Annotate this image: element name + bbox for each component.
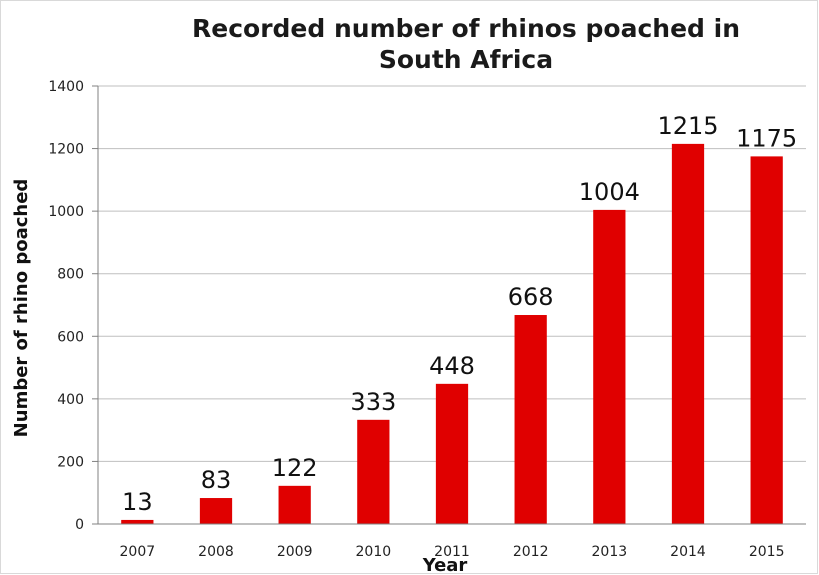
bar-2015 <box>750 156 783 524</box>
chart-title-line-2: South Africa <box>378 45 554 74</box>
data-label-2013: 1004 <box>579 178 640 206</box>
bar-2012 <box>514 315 547 524</box>
x-tick-label: 2015 <box>749 544 785 560</box>
data-label-2015: 1175 <box>736 124 797 152</box>
y-tick-label: 600 <box>57 329 84 345</box>
bar-2010 <box>357 419 390 524</box>
y-tick-label: 800 <box>57 267 84 283</box>
labels: 0 200 400 600 800 1000 1200 1400 13 2007 83 2008 122… <box>48 79 797 560</box>
bar-2014 <box>671 143 705 524</box>
x-tick-label: 2009 <box>277 544 313 560</box>
x-tick-label: 2010 <box>356 544 392 560</box>
data-label-2007: 13 <box>122 488 153 516</box>
data-label-2009: 122 <box>272 454 318 482</box>
bar-2011 <box>435 383 469 524</box>
chart-title-line-1: Recorded number of rhinos poached in <box>192 14 740 43</box>
y-tick-label: 1200 <box>48 142 84 158</box>
bar-2008 <box>199 498 233 524</box>
data-label-2010: 333 <box>350 388 396 416</box>
x-tick-label: 2013 <box>592 544 628 560</box>
bars <box>121 143 783 525</box>
axes <box>92 85 806 525</box>
bar-2013 <box>593 209 626 525</box>
y-tick-label: 1400 <box>48 79 84 95</box>
data-label-2011: 448 <box>429 352 475 380</box>
y-tick-label: 0 <box>75 517 84 533</box>
bar-2009 <box>278 485 311 524</box>
data-label-2012: 668 <box>508 283 554 311</box>
x-tick-label: 2011 <box>434 544 470 560</box>
y-tick-label: 400 <box>57 392 84 408</box>
y-tick-label: 200 <box>57 454 84 470</box>
data-label-2008: 83 <box>201 466 232 494</box>
y-axis-title: Number of rhino poached <box>11 179 32 438</box>
x-axis-title: Year <box>422 555 468 575</box>
bar-2007 <box>121 519 154 524</box>
x-tick-label: 2008 <box>198 544 234 560</box>
y-tick-label: 1000 <box>48 204 84 220</box>
data-label-2014: 1215 <box>657 112 718 140</box>
chart-title: Recorded number of rhinos poached in Sou… <box>141 13 791 75</box>
x-tick-label: 2014 <box>670 544 706 560</box>
x-tick-label: 2012 <box>513 544 549 560</box>
x-tick-label: 2007 <box>120 544 156 560</box>
